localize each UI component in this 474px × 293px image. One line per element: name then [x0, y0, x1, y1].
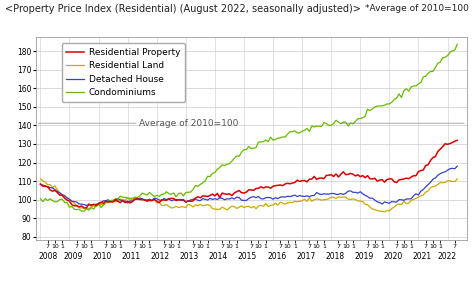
Line: Condominiums: Condominiums: [40, 44, 457, 211]
Residential Property: [357, 175, 363, 178]
Text: 2009: 2009: [64, 252, 83, 261]
Legend: Residential Property, Residential Land, Detached House, Condominiums: Residential Property, Residential Land, …: [62, 43, 185, 102]
Text: 2013: 2013: [180, 252, 199, 261]
Residential Property: [192, 196, 198, 200]
Condominiums: [241, 148, 247, 151]
Residential Property: [241, 191, 247, 195]
Residential Property: [81, 206, 87, 210]
Text: 2021: 2021: [412, 252, 432, 261]
Detached House: [83, 204, 89, 207]
Residential Land: [411, 198, 417, 201]
Text: 2012: 2012: [151, 252, 170, 261]
Detached House: [411, 194, 417, 197]
Line: Detached House: Detached House: [40, 166, 457, 205]
Condominiums: [357, 117, 363, 120]
Line: Residential Land: Residential Land: [40, 179, 457, 212]
Detached House: [357, 190, 363, 193]
Text: 2019: 2019: [354, 252, 374, 261]
Text: 2018: 2018: [325, 252, 345, 261]
Detached House: [241, 199, 247, 202]
Text: 2011: 2011: [122, 252, 141, 261]
Detached House: [268, 196, 273, 200]
Detached House: [343, 192, 348, 195]
Condominiums: [455, 42, 460, 46]
Residential Land: [355, 199, 361, 202]
Text: 2014: 2014: [209, 252, 228, 261]
Text: 2017: 2017: [296, 252, 315, 261]
Residential Land: [340, 195, 346, 199]
Line: Residential Property: Residential Property: [40, 140, 457, 208]
Residential Property: [455, 139, 460, 142]
Detached House: [192, 197, 198, 201]
Condominiums: [411, 84, 417, 88]
Residential Property: [37, 183, 43, 186]
Residential Land: [265, 205, 271, 208]
Text: Average of 2010=100: Average of 2010=100: [139, 119, 238, 128]
Residential Property: [343, 173, 348, 176]
Condominiums: [37, 197, 43, 200]
Text: 2020: 2020: [383, 252, 402, 261]
Text: 2010: 2010: [92, 252, 112, 261]
Detached House: [455, 164, 460, 168]
Residential Land: [239, 204, 245, 207]
Text: <Property Price Index (Residential) (August 2022, seasonally adjusted)>: <Property Price Index (Residential) (Aug…: [5, 4, 361, 14]
Condominiums: [192, 184, 198, 187]
Condominiums: [343, 120, 348, 124]
Residential Property: [411, 174, 417, 178]
Text: *Average of 2010=100: *Average of 2010=100: [365, 4, 469, 13]
Residential Land: [455, 177, 460, 181]
Detached House: [37, 182, 43, 186]
Condominiums: [81, 209, 87, 213]
Condominiums: [268, 135, 273, 139]
Residential Land: [382, 210, 387, 214]
Text: 2022: 2022: [438, 252, 457, 261]
Text: 2008: 2008: [38, 252, 57, 261]
Text: 2016: 2016: [267, 252, 286, 261]
Text: 2015: 2015: [238, 252, 257, 261]
Residential Property: [268, 186, 273, 190]
Residential Land: [190, 205, 196, 209]
Residential Land: [37, 177, 43, 180]
